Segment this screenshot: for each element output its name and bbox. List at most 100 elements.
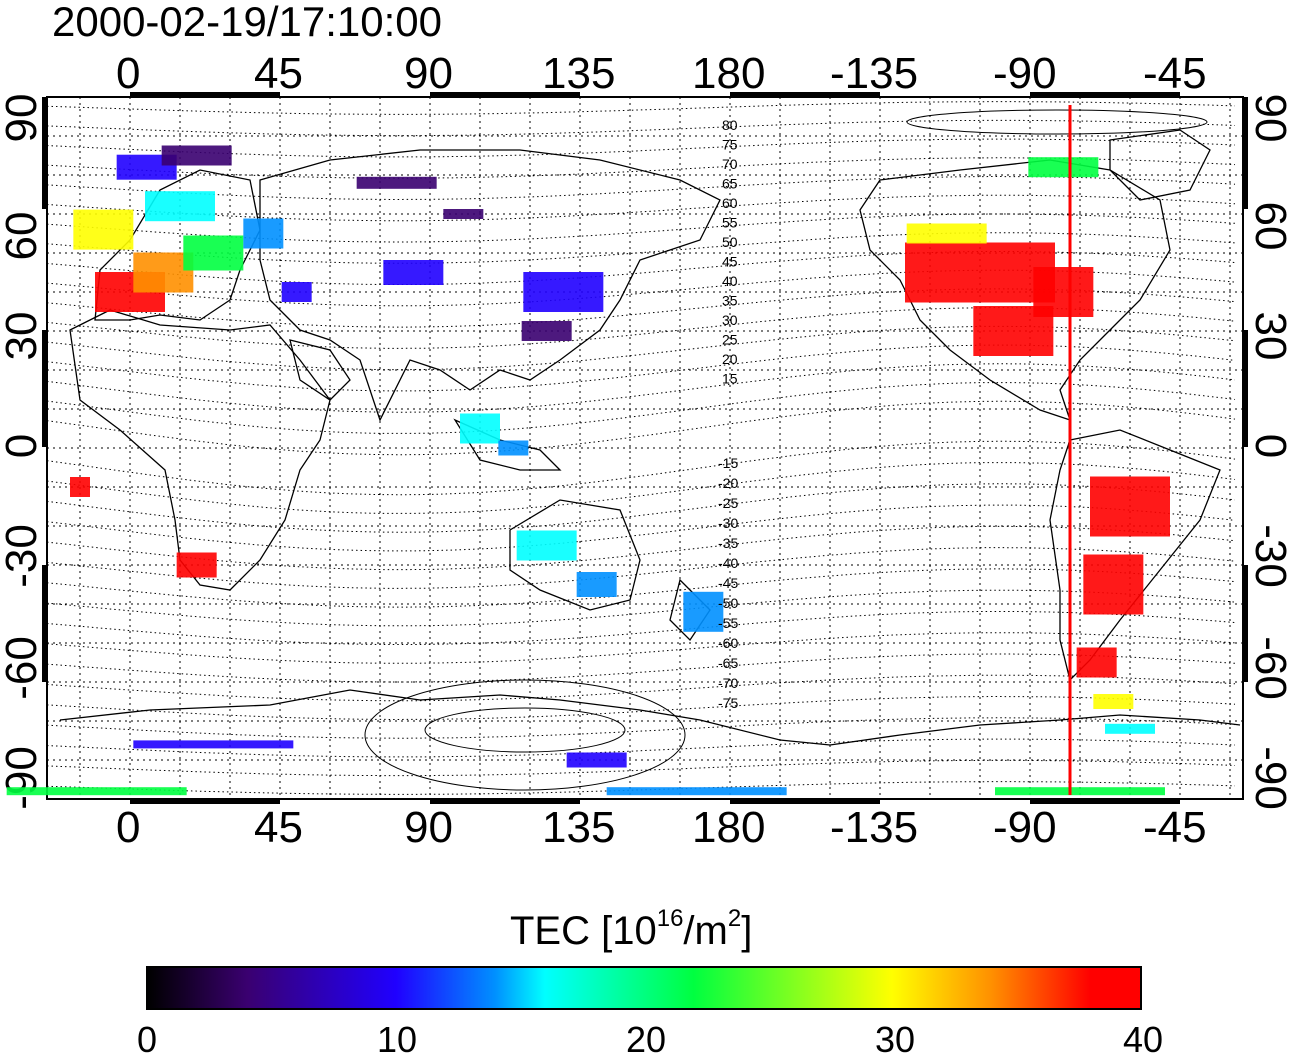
tec-colorbar [146,966,1142,1010]
tec-patch [905,242,1055,303]
contour-label-north: 45 [722,254,738,270]
tec-patch [523,272,604,312]
tec-data-patches [6,145,1170,796]
contour-line [46,344,1236,392]
colorbar-title-exponent-2: 2 [727,905,742,932]
contour-label-south: -15 [718,455,738,471]
contour-line [46,589,1236,627]
contour-line [46,653,1236,683]
colorbar-title: TEC [1016/m2] [510,906,752,956]
frame-tick-bars [42,92,1248,804]
tec-patch [576,572,617,597]
tec-patch [383,260,444,285]
tec-patch [521,321,572,341]
contour-line [46,547,1236,589]
contour-label-south: -25 [718,495,738,511]
contour-label-north: 50 [722,234,738,250]
tec-patch [183,235,244,271]
contour-ellipse [364,679,686,791]
tec-patch [145,191,215,222]
tec-patch [1083,554,1144,615]
contour-line [46,138,1236,158]
top-lon-label: 135 [542,49,616,98]
contour-ellipse [906,109,1208,135]
tec-patch [133,740,294,749]
tec-patch [1090,476,1170,537]
tec-patch [73,209,134,250]
colorbar-tick-label: 20 [625,1019,667,1060]
contour-label-south: -50 [718,595,738,611]
contour-label-north: 70 [722,156,738,172]
colorbar-title-mid: /m [683,909,728,953]
contour-label-north: 40 [722,273,738,289]
contour-line [46,568,1236,608]
colorbar-title-exponent-1: 16 [656,905,684,932]
contour-line [46,288,1236,328]
contour-label-south: -30 [718,515,738,531]
contour-line [46,611,1236,645]
tec-patch [906,223,987,244]
contour-line [46,738,1236,758]
contour-line [46,363,1236,413]
contour-label-north: 35 [722,293,738,309]
contour-label-south: -65 [718,655,738,671]
contour-line [46,251,1236,285]
contour-line [46,440,1236,496]
tec-patch [498,440,529,456]
top-lon-label: 45 [254,49,303,98]
bottom-lon-label: 45 [254,803,303,852]
contour-label-north: 20 [722,351,738,367]
south-america-coast [1049,429,1221,682]
tec-patch [995,787,1165,796]
tec-patch [1093,694,1134,709]
tec-patch [176,552,217,578]
map-timestamp-title: 2000-02-19/17:10:00 [52,0,442,45]
tec-patch [516,530,577,561]
contour-line [46,101,1236,115]
tec-patch [161,145,232,166]
tec-patch [1028,157,1099,178]
contour-ellipse [424,707,626,753]
australia-coast [509,499,641,611]
contour-label-south: -60 [718,635,738,651]
top-lon-label: 90 [404,49,453,98]
bottom-lon-label: -135 [830,803,919,852]
tec-patch [460,413,500,444]
colorbar-tick-label: 0 [136,1019,158,1060]
tec-patch [281,282,312,302]
top-lon-label: -90 [993,49,1057,98]
contour-label-south: -45 [718,575,738,591]
tec-patch [243,218,284,249]
contour-line [46,759,1236,777]
bottom-lon-label: 135 [542,803,616,852]
contour-line [46,194,1236,222]
top-lon-label: 0 [116,49,141,98]
tec-patch [6,787,187,796]
contour-line [46,483,1236,533]
contour-line [46,119,1236,137]
contour-line [46,400,1236,456]
contour-label-south: -75 [718,695,738,711]
colorbar-title-main: TEC [10 [510,909,657,953]
bottom-lon-label: 90 [404,803,453,852]
contour-label-north: 55 [722,215,738,231]
contour-line [46,269,1236,307]
tec-patch [443,209,484,219]
contour-label-north: 25 [722,332,738,348]
antarctica-coast [59,689,1241,746]
contour-label-north: 75 [722,137,738,153]
bottom-lon-label: 180 [692,803,766,852]
colorbar-title-end: ] [741,909,753,953]
contour-label-group: 80 75 70 65 60 55 50 45 40 35 30 25 20 15 -15 -20 -25 -30… [718,117,738,711]
asia-coast [259,149,721,422]
top-lon-label: 180 [692,49,766,98]
contour-line [46,695,1236,721]
tec-patch [566,752,627,768]
tec-patch [606,787,787,796]
contour-label-south: -55 [718,615,738,631]
africa-coast [69,309,331,591]
top-lon-label: -135 [830,49,919,98]
tec-patch [683,591,724,632]
contour-label-north: 30 [722,312,738,328]
